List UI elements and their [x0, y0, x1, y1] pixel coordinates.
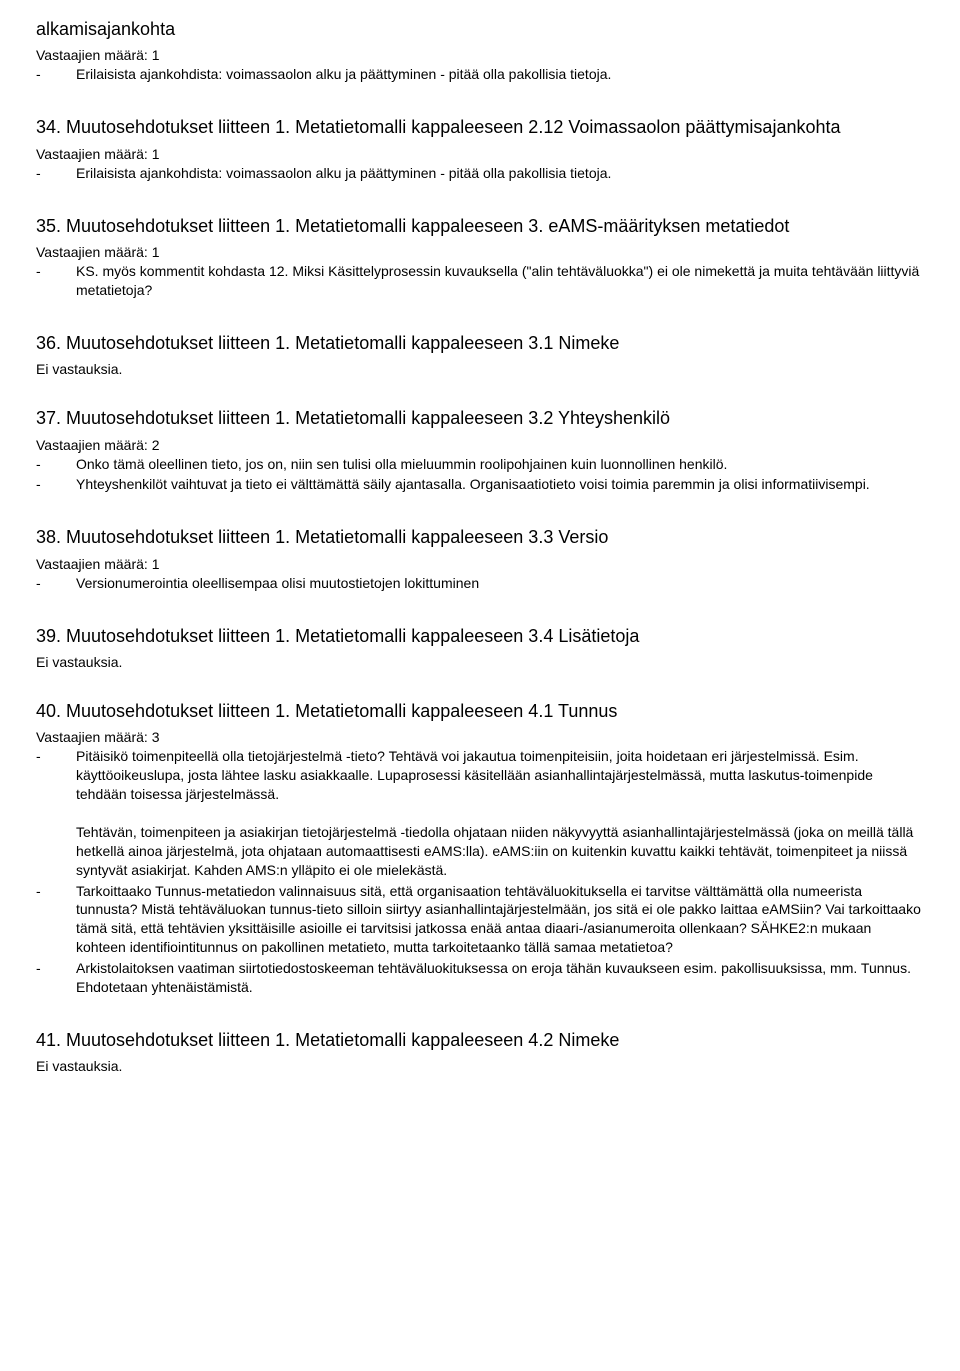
- count-prefix: Vastaajien määrä:: [36, 47, 152, 63]
- list-item: - Erilaisista ajankohdista: voimassaolon…: [36, 164, 924, 183]
- count-value: 1: [152, 244, 160, 260]
- no-answer: Ei vastauksia.: [36, 654, 924, 670]
- count-prefix: Vastaajien määrä:: [36, 244, 152, 260]
- document-page: alkamisajankohta Vastaajien määrä: 1 - E…: [0, 0, 960, 1102]
- bullet-dash: -: [36, 65, 76, 84]
- respondent-count: Vastaajien määrä: 1: [36, 146, 924, 162]
- no-answer: Ei vastauksia.: [36, 361, 924, 377]
- bullet-text: Erilaisista ajankohdista: voimassaolon a…: [76, 65, 924, 84]
- bullet-dash: -: [36, 475, 76, 494]
- list-item: - Erilaisista ajankohdista: voimassaolon…: [36, 65, 924, 84]
- bullet-text: Tarkoittaako Tunnus-metatiedon valinnais…: [76, 882, 924, 958]
- respondent-count: Vastaajien määrä: 1: [36, 244, 924, 260]
- section-title: 40. Muutosehdotukset liitteen 1. Metatie…: [36, 700, 924, 723]
- bullet-dash: -: [36, 574, 76, 593]
- respondent-count: Vastaajien määrä: 1: [36, 47, 924, 63]
- list-item: - Yhteyshenkilöt vaihtuvat ja tieto ei v…: [36, 475, 924, 494]
- bullet-dash: -: [36, 747, 76, 879]
- section-title: 35. Muutosehdotukset liitteen 1. Metatie…: [36, 215, 924, 238]
- bullet-text: Arkistolaitoksen vaatiman siirtotiedosto…: [76, 959, 924, 997]
- bullet-text: Versionumerointia oleellisempaa olisi mu…: [76, 574, 924, 593]
- respondent-count: Vastaajien määrä: 2: [36, 437, 924, 453]
- bullet-dash: -: [36, 164, 76, 183]
- section-title: 34. Muutosehdotukset liitteen 1. Metatie…: [36, 116, 924, 139]
- count-prefix: Vastaajien määrä:: [36, 729, 152, 745]
- bullet-dash: -: [36, 262, 76, 300]
- bullet-dash: -: [36, 882, 76, 958]
- count-value: 3: [152, 729, 160, 745]
- bullet-text: Yhteyshenkilöt vaihtuvat ja tieto ei väl…: [76, 475, 924, 494]
- bullet-text: Pitäisikö toimenpiteellä olla tietojärje…: [76, 747, 924, 879]
- count-value: 1: [152, 556, 160, 572]
- list-item: - Onko tämä oleellinen tieto, jos on, ni…: [36, 455, 924, 474]
- bullet-text: Erilaisista ajankohdista: voimassaolon a…: [76, 164, 924, 183]
- section-title: 37. Muutosehdotukset liitteen 1. Metatie…: [36, 407, 924, 430]
- count-prefix: Vastaajien määrä:: [36, 146, 152, 162]
- section-title: 39. Muutosehdotukset liitteen 1. Metatie…: [36, 625, 924, 648]
- bullet-text: Onko tämä oleellinen tieto, jos on, niin…: [76, 455, 924, 474]
- list-item: - Tarkoittaako Tunnus-metatiedon valinna…: [36, 882, 924, 958]
- section-title: alkamisajankohta: [36, 18, 924, 41]
- section-title: 41. Muutosehdotukset liitteen 1. Metatie…: [36, 1029, 924, 1052]
- count-prefix: Vastaajien määrä:: [36, 556, 152, 572]
- no-answer: Ei vastauksia.: [36, 1058, 924, 1074]
- section-title: 36. Muutosehdotukset liitteen 1. Metatie…: [36, 332, 924, 355]
- count-prefix: Vastaajien määrä:: [36, 437, 152, 453]
- count-value: 1: [152, 47, 160, 63]
- respondent-count: Vastaajien määrä: 1: [36, 556, 924, 572]
- list-item: - Pitäisikö toimenpiteellä olla tietojär…: [36, 747, 924, 879]
- bullet-dash: -: [36, 455, 76, 474]
- section-title: 38. Muutosehdotukset liitteen 1. Metatie…: [36, 526, 924, 549]
- count-value: 1: [152, 146, 160, 162]
- bullet-text: KS. myös kommentit kohdasta 12. Miksi Kä…: [76, 262, 924, 300]
- respondent-count: Vastaajien määrä: 3: [36, 729, 924, 745]
- list-item: - Versionumerointia oleellisempaa olisi …: [36, 574, 924, 593]
- bullet-dash: -: [36, 959, 76, 997]
- count-value: 2: [152, 437, 160, 453]
- list-item: - KS. myös kommentit kohdasta 12. Miksi …: [36, 262, 924, 300]
- list-item: - Arkistolaitoksen vaatiman siirtotiedos…: [36, 959, 924, 997]
